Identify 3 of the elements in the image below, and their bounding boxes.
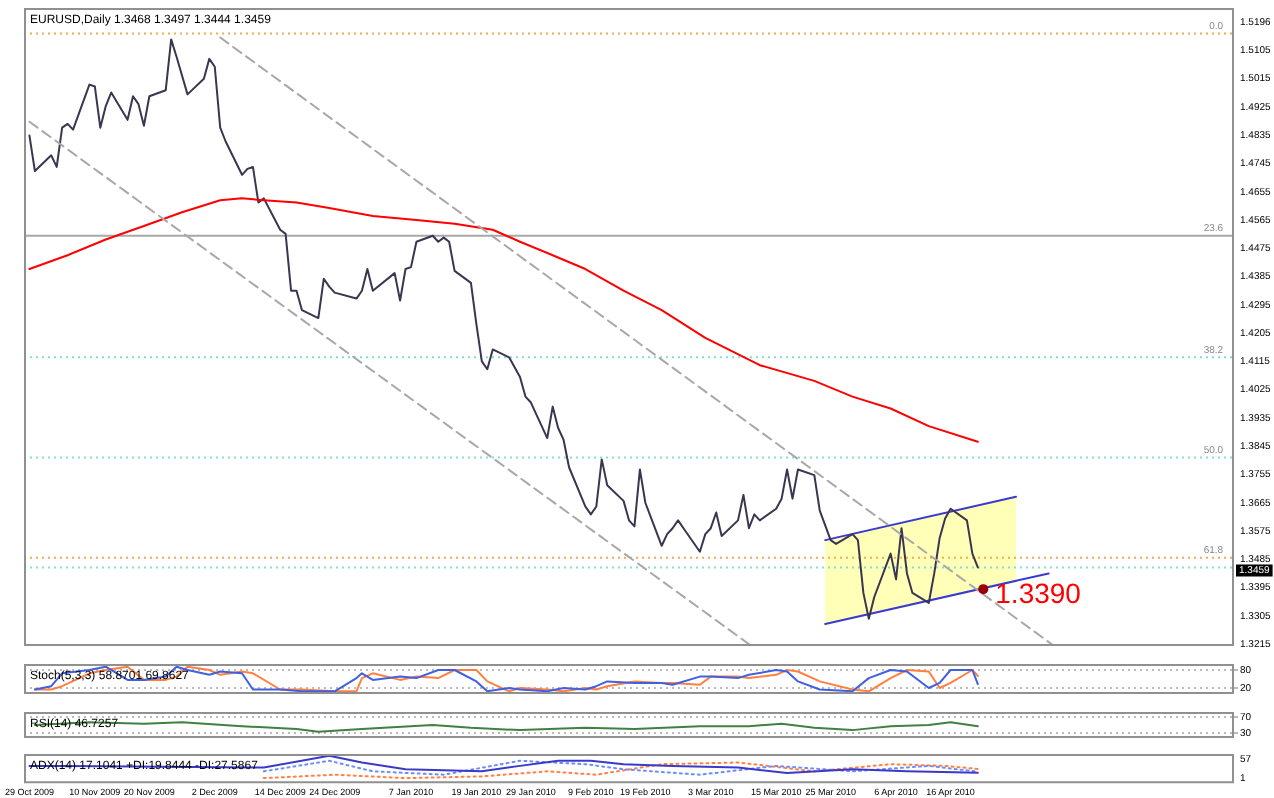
line-series <box>262 761 979 780</box>
line-series <box>262 759 979 776</box>
annotation: 1.3390 <box>995 576 1082 609</box>
